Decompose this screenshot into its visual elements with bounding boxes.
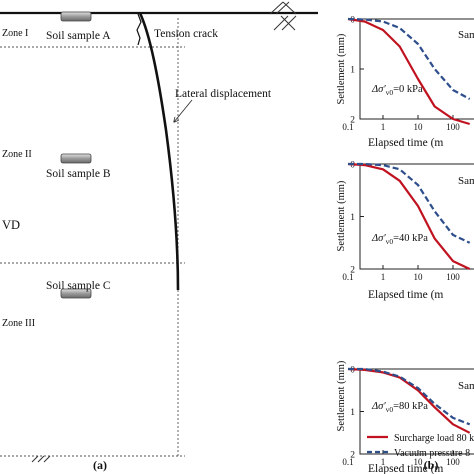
subplot-1-ylabel: Settlement (mm) — [336, 33, 347, 104]
stress-1-symbol: Δσ′ — [371, 84, 386, 95]
x-tick-label: 0.1 — [342, 457, 353, 467]
stress-3-value: =80 kPa — [393, 401, 428, 412]
x-tick-label: 100 — [446, 122, 460, 132]
y-tick-label: 2 — [350, 451, 355, 461]
subplot-2-lines — [347, 162, 471, 270]
y-tick-label: 0 — [350, 366, 355, 376]
stress-2-subscript: v0 — [386, 237, 394, 246]
subplot-3-stress-label: Δσ′v0=80 kPa — [371, 401, 428, 414]
soil-sample-c-icon — [60, 288, 92, 299]
vacuum-series-line — [348, 367, 471, 426]
zone-1-label: Zone I — [2, 28, 28, 39]
y-tick-label: 2 — [350, 116, 355, 126]
soil-sample-a-label: Soil sample A — [46, 30, 111, 42]
x-tick-label: 100 — [446, 457, 460, 467]
ground-hatch-bottom — [31, 455, 51, 463]
soil-sample-a-icon — [60, 11, 92, 22]
vd-label: VD — [2, 218, 20, 232]
tension-crack — [136, 13, 142, 46]
subplot-3-sample-label: Sam — [458, 380, 474, 392]
x-tick-label: 0.1 — [342, 272, 353, 282]
soil-sample-b-icon — [60, 153, 92, 164]
soil-sample-c-label: Soil sample C — [46, 280, 111, 292]
stress-3-subscript: v0 — [386, 405, 394, 414]
vacuum-series-line — [348, 162, 471, 244]
x-tick-label: 100 — [446, 272, 460, 282]
subplot-1-lines — [347, 17, 471, 126]
stress-1-value: =0 kPa — [393, 84, 423, 95]
subplot-1-frame — [359, 18, 474, 120]
stress-2-symbol: Δσ′ — [371, 233, 386, 244]
subplot-2-ylabel: Settlement (mm) — [336, 180, 347, 251]
x-tick-label: 1 — [381, 122, 386, 132]
lateral-displacement-arrow — [174, 99, 193, 122]
subplot-2-ticks: 0.1 1 10 100 0 1 2 — [342, 161, 460, 283]
subplot-2: 0.1 1 10 100 0 1 2 Settlement (mm) Elapsed tim… — [336, 161, 474, 301]
surcharge-series-line — [347, 162, 471, 270]
y-tick-label: 0 — [350, 161, 355, 171]
panel-b-label: (b) — [424, 458, 439, 472]
x-tick-label: 10 — [414, 457, 424, 467]
subplot-2-frame — [359, 163, 474, 270]
legend-surcharge-label: Surcharge load 80 k — [394, 433, 474, 444]
subplot-2-xlabel: Elapsed time (m — [368, 289, 443, 301]
legend: Surcharge load 80 k Vacuum pressure 8 — [367, 433, 474, 459]
panel-a: Zone I Soil sample A Tension crack Later… — [0, 1, 318, 472]
zone-3-label: Zone III — [2, 318, 35, 329]
x-tick-label: 1 — [381, 272, 386, 282]
subplot-2-sample-label: Sam — [458, 175, 474, 187]
stress-1-subscript: v0 — [386, 88, 394, 97]
subplot-1-xlabel: Elapsed time (m — [368, 137, 443, 149]
subplot-3-xlabel: Elapsed time (m — [368, 463, 443, 474]
soil-sample-b-label: Soil sample B — [46, 168, 111, 180]
x-tick-label: 10 — [414, 122, 424, 132]
x-tick-label: 1 — [381, 457, 386, 467]
subplot-3-lines — [347, 367, 471, 434]
stress-2-value: =40 kPa — [393, 233, 428, 244]
tension-crack-label: Tension crack — [154, 28, 218, 40]
ground-hatch-right — [269, 1, 297, 31]
stress-3-symbol: Δσ′ — [371, 401, 386, 412]
subplot-1-sample-label: Sam — [458, 29, 474, 41]
subplot-3: 0.1 1 10 100 0 1 2 Settlement (mm) Elapsed tim… — [336, 360, 474, 474]
subplot-1-stress-label: Δσ′v0=0 kPa — [371, 84, 423, 97]
y-tick-label: 1 — [350, 66, 355, 76]
y-tick-label: 2 — [350, 266, 355, 276]
lateral-displacement-label: Lateral displacement — [175, 88, 272, 100]
subplot-2-stress-label: Δσ′v0=40 kPa — [371, 233, 428, 246]
surcharge-series-line — [347, 17, 471, 126]
panel-a-label: (a) — [93, 458, 107, 472]
legend-vacuum-label: Vacuum pressure 8 — [394, 448, 470, 459]
x-tick-label: 10 — [414, 272, 424, 282]
x-tick-label: 0.1 — [342, 122, 353, 132]
y-tick-label: 1 — [350, 408, 355, 418]
zone-2-label: Zone II — [2, 149, 32, 160]
lateral-displacement-curve — [138, 12, 180, 291]
y-tick-label: 1 — [350, 213, 355, 223]
subplot-3-ylabel: Settlement (mm) — [336, 360, 347, 431]
vacuum-series-line — [347, 17, 471, 100]
